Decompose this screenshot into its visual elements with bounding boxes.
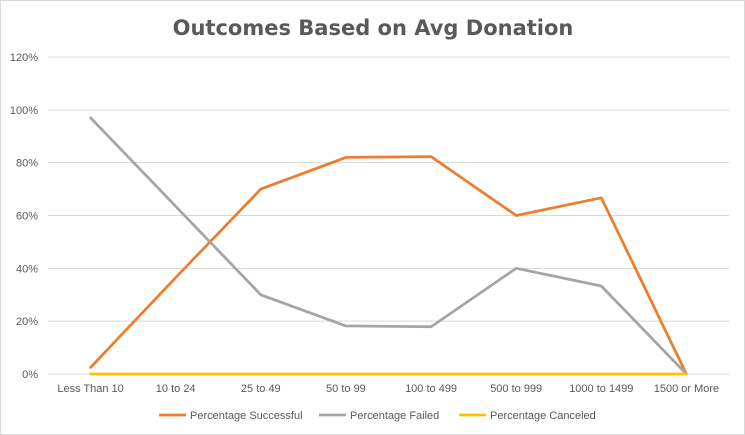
y-tick-label: 20% [16,316,38,328]
legend: Percentage Successful Percentage Failed Pe… [159,410,596,422]
legend-label: Percentage Canceled [490,410,596,422]
y-tick-label: 100% [10,105,38,117]
y-tick-label: 80% [16,158,38,170]
legend-label: Percentage Successful [190,410,303,422]
series-line [89,155,688,376]
x-axis-ticks: Less Than 10 10 to 24 25 to 49 50 to 99 100 … [57,383,719,395]
series-lines [89,116,688,376]
series-line [89,116,688,376]
x-tick-label: 1000 to 1499 [569,383,633,395]
x-tick-label: 1500 or More [654,383,719,395]
y-axis-ticks: 0% 20% 40% 60% 80% 100% 120% [10,52,38,381]
x-tick-label: 10 to 24 [156,383,196,395]
y-tick-label: 60% [16,211,38,223]
x-tick-label: 50 to 99 [326,383,366,395]
legend-label: Percentage Failed [350,410,439,422]
x-tick-label: 500 to 999 [490,383,542,395]
x-tick-label: 25 to 49 [241,383,281,395]
x-tick-label: 100 to 499 [405,383,457,395]
chart-title: Outcomes Based on Avg Donation [173,16,574,40]
y-tick-label: 40% [16,263,38,275]
y-tick-label: 120% [10,52,38,64]
y-tick-label: 0% [22,369,38,381]
x-tick-label: Less Than 10 [57,383,123,395]
gridlines [48,56,729,375]
